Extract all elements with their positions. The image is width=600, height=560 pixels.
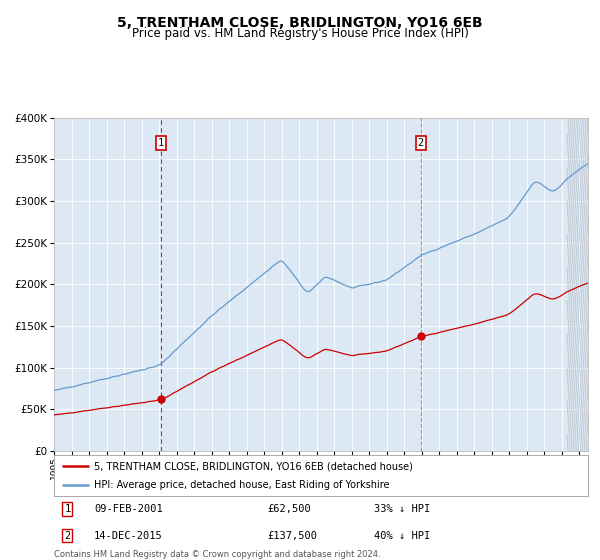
Text: 33% ↓ HPI: 33% ↓ HPI [374,504,431,514]
Text: £137,500: £137,500 [268,530,317,540]
Text: Contains HM Land Registry data © Crown copyright and database right 2024.
This d: Contains HM Land Registry data © Crown c… [54,550,380,560]
Text: 2: 2 [418,138,424,148]
Text: 5, TRENTHAM CLOSE, BRIDLINGTON, YO16 6EB (detached house): 5, TRENTHAM CLOSE, BRIDLINGTON, YO16 6EB… [94,461,413,471]
Text: 1: 1 [64,504,70,514]
Text: 40% ↓ HPI: 40% ↓ HPI [374,530,431,540]
Text: 1: 1 [158,138,164,148]
Text: Price paid vs. HM Land Registry's House Price Index (HPI): Price paid vs. HM Land Registry's House … [131,27,469,40]
Text: 09-FEB-2001: 09-FEB-2001 [94,504,163,514]
Text: 2: 2 [64,530,70,540]
Text: £62,500: £62,500 [268,504,311,514]
Text: 5, TRENTHAM CLOSE, BRIDLINGTON, YO16 6EB: 5, TRENTHAM CLOSE, BRIDLINGTON, YO16 6EB [117,16,483,30]
Text: 14-DEC-2015: 14-DEC-2015 [94,530,163,540]
Text: HPI: Average price, detached house, East Riding of Yorkshire: HPI: Average price, detached house, East… [94,480,389,489]
